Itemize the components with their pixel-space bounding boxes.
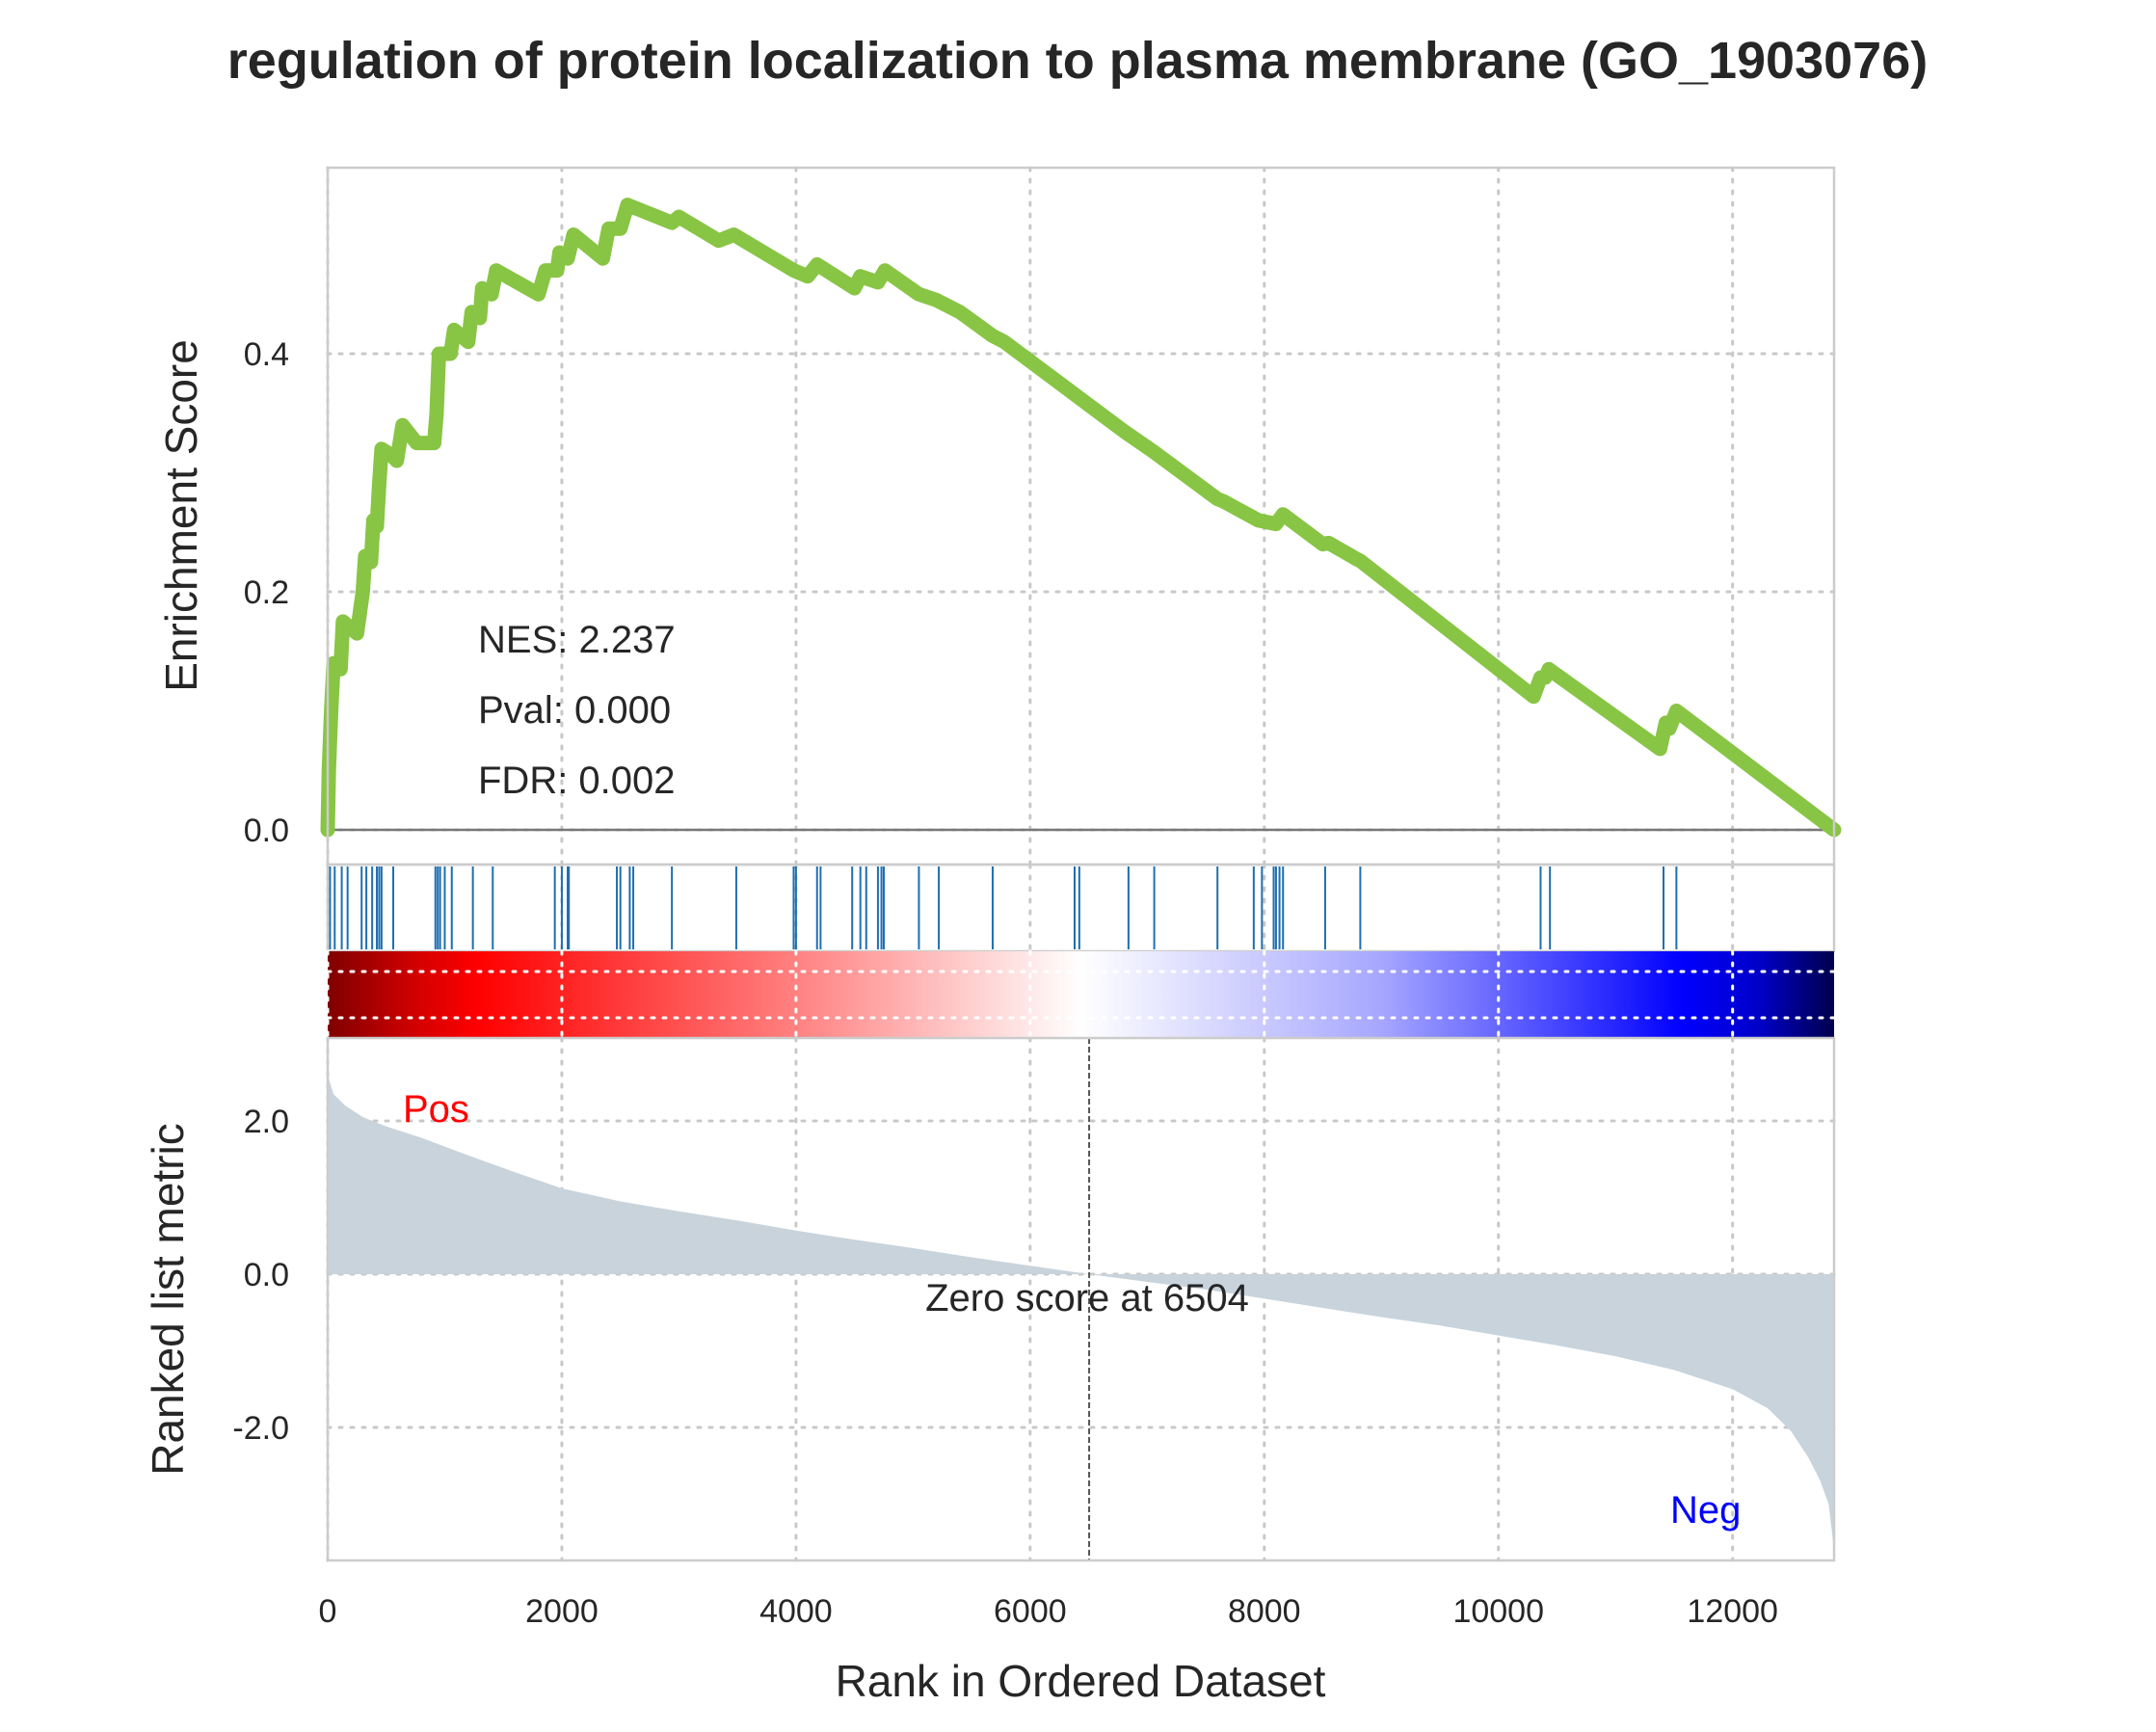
zero-score-label: Zero score at 6504 — [925, 1277, 1249, 1319]
rank-y-ticks: 2.0 0.0 -2.0 — [232, 1104, 289, 1447]
hits-gridlines — [326, 863, 1735, 953]
rank-colorbar — [328, 951, 1834, 1038]
neg-label: Neg — [1670, 1489, 1741, 1532]
es-y-tick-label: 0.0 — [244, 813, 289, 849]
x-tick-label: 0 — [319, 1593, 337, 1630]
x-axis-label: Rank in Ordered Dataset — [836, 1656, 1326, 1706]
es-y-tick-label: 0.4 — [244, 336, 289, 373]
es-y-ticks: 0.0 0.2 0.4 — [244, 336, 289, 849]
rank-y-axis-label: Ranked list metric — [143, 1123, 193, 1476]
x-tick-label: 4000 — [759, 1593, 833, 1630]
rank-x-ticks: 0 2000 4000 6000 8000 10000 12000 — [319, 1593, 1778, 1630]
es-y-axis-label: Enrichment Score — [156, 339, 206, 692]
x-tick-label: 2000 — [525, 1593, 599, 1630]
es-y-tick-label: 0.2 — [244, 574, 289, 611]
rank-y-tick-label: 2.0 — [244, 1104, 289, 1140]
fdr-stat: FDR: 0.002 — [478, 759, 676, 802]
pval-stat: Pval: 0.000 — [478, 689, 671, 732]
gene-hit-ticks — [329, 866, 1678, 949]
hits-panel-frame — [326, 863, 1836, 953]
ranked-metric-area — [328, 1075, 1834, 1551]
chart-title: regulation of protein localization to pl… — [227, 32, 1928, 90]
rank-y-tick-label: -2.0 — [232, 1410, 289, 1447]
x-tick-label: 8000 — [1228, 1593, 1301, 1630]
x-tick-label: 6000 — [994, 1593, 1067, 1630]
x-tick-label: 12000 — [1687, 1593, 1778, 1630]
rank-panel-frame — [326, 1036, 1836, 1562]
es-curve — [320, 198, 1842, 838]
pos-label: Pos — [403, 1088, 469, 1131]
x-tick-label: 10000 — [1452, 1593, 1544, 1630]
nes-stat: NES: 2.237 — [478, 619, 676, 661]
rank-y-tick-label: 0.0 — [244, 1257, 289, 1293]
colorbar-gridlines — [326, 949, 1836, 1040]
